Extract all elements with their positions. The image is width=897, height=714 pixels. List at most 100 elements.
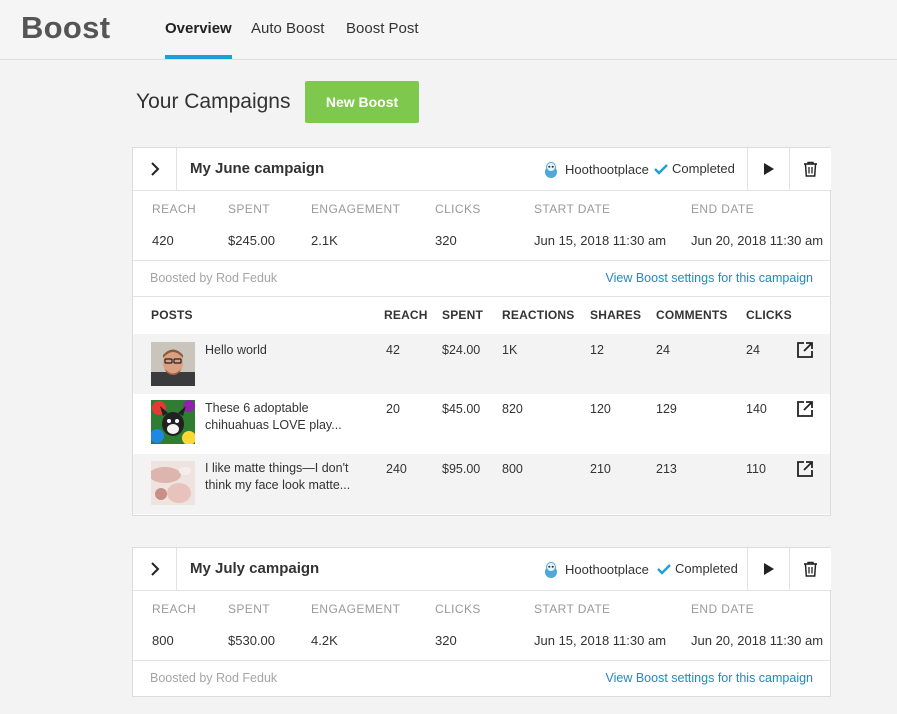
status-text: Completed	[675, 561, 738, 576]
stat-label-end-date: END DATE	[691, 202, 754, 216]
checkmark-icon	[657, 563, 671, 575]
boosted-by-text: Boosted by Rod Feduk	[150, 671, 278, 685]
stat-value-end-date: Jun 20, 2018 11:30 am	[691, 633, 824, 648]
post-text: These 6 adoptable chihuahuas LOVE play..…	[205, 401, 342, 432]
account-name: Hoothootplace	[565, 561, 649, 577]
post-reactions: 800	[502, 462, 523, 476]
campaign-header: My June campaign Hoothootplace Completed	[133, 148, 831, 191]
delete-campaign-button[interactable]	[789, 148, 831, 190]
campaign-footer: Boosted by Rod Feduk View Boost settings…	[133, 661, 830, 696]
post-image-chihuahua	[151, 400, 195, 444]
stat-label-spent: SPENT	[228, 202, 271, 216]
stat-value-end-date: Jun 20, 2018 11:30 am	[691, 233, 824, 248]
expand-campaign-button[interactable]	[133, 148, 177, 190]
stat-value-start-date: Jun 15, 2018 11:30 am	[534, 633, 667, 648]
stat-value-clicks: 320	[435, 233, 457, 248]
post-spent: $95.00	[442, 462, 481, 476]
external-link-icon[interactable]	[796, 400, 814, 418]
stat-value-spent: $530.00	[228, 633, 275, 648]
play-campaign-button[interactable]	[747, 148, 789, 190]
stat-value-reach: 800	[152, 633, 174, 648]
stat-label-clicks: CLICKS	[435, 602, 481, 616]
owl-avatar-icon	[545, 162, 557, 178]
stat-label-engagement: ENGAGEMENT	[311, 202, 401, 216]
post-shares: 12	[590, 343, 604, 357]
post-clicks: 24	[746, 343, 760, 357]
stat-value-engagement: 4.2K	[311, 633, 338, 648]
table-row: These 6 adoptable chihuahuas LOVE play..…	[133, 394, 830, 454]
campaign-account: Hoothootplace	[543, 560, 649, 578]
post-comments: 213	[656, 462, 677, 476]
post-thumbnail[interactable]	[151, 461, 195, 505]
post-thumbnail[interactable]	[151, 400, 195, 444]
external-link-icon[interactable]	[796, 460, 814, 478]
play-campaign-button[interactable]	[747, 548, 789, 590]
col-header-reactions: REACTIONS	[502, 308, 575, 322]
tab-auto-boost[interactable]: Auto Boost	[251, 20, 325, 37]
delete-campaign-button[interactable]	[789, 548, 831, 590]
post-reactions: 820	[502, 402, 523, 416]
table-row: Hello world 42 $24.00 1K 12 24 24	[133, 334, 830, 394]
campaign-stats: REACH SPENT ENGAGEMENT CLICKS START DATE…	[133, 591, 830, 661]
post-reach: 20	[386, 402, 400, 416]
new-boost-button[interactable]: New Boost	[305, 81, 419, 123]
post-image-matte	[151, 461, 195, 505]
post-image-portrait	[151, 342, 195, 386]
checkmark-icon	[654, 163, 668, 175]
stat-label-clicks: CLICKS	[435, 202, 481, 216]
top-navigation-bar: Boost Overview Auto Boost Boost Post	[0, 0, 897, 60]
col-header-comments: COMMENTS	[656, 308, 728, 322]
stat-label-start-date: START DATE	[534, 202, 611, 216]
stat-label-spent: SPENT	[228, 602, 271, 616]
col-header-shares: SHARES	[590, 308, 642, 322]
post-comments: 129	[656, 402, 677, 416]
tab-overview[interactable]: Overview	[165, 20, 232, 37]
page-title: Your Campaigns	[136, 90, 291, 113]
col-header-reach: REACH	[384, 308, 428, 322]
stat-value-clicks: 320	[435, 633, 457, 648]
stat-label-engagement: ENGAGEMENT	[311, 602, 401, 616]
status-badge: Completed	[657, 561, 738, 576]
stat-label-reach: REACH	[152, 202, 197, 216]
col-header-spent: SPENT	[442, 308, 484, 322]
view-boost-settings-link[interactable]: View Boost settings for this campaign	[605, 271, 813, 285]
stat-value-start-date: Jun 15, 2018 11:30 am	[534, 233, 667, 248]
app-title: Boost	[21, 10, 111, 45]
col-header-posts: POSTS	[151, 308, 193, 322]
campaign-header: My July campaign Hoothootplace Completed	[133, 548, 831, 591]
post-shares: 120	[590, 402, 611, 416]
campaign-name: My July campaign	[190, 560, 320, 577]
owl-avatar-icon	[545, 562, 557, 578]
view-boost-settings-link[interactable]: View Boost settings for this campaign	[605, 671, 813, 685]
boosted-by-text: Boosted by Rod Feduk	[150, 271, 278, 285]
posts-table: POSTS REACH SPENT REACTIONS SHARES COMME…	[133, 296, 830, 515]
status-text: Completed	[672, 161, 735, 176]
post-text: I like matte things—I don't think my fac…	[205, 461, 351, 492]
external-link-icon[interactable]	[796, 341, 814, 359]
active-tab-indicator	[165, 55, 232, 59]
stat-value-reach: 420	[152, 233, 174, 248]
post-comments: 24	[656, 343, 670, 357]
tab-boost-post[interactable]: Boost Post	[346, 20, 419, 37]
stat-value-spent: $245.00	[228, 233, 275, 248]
post-shares: 210	[590, 462, 611, 476]
campaign-account: Hoothootplace	[543, 160, 649, 178]
stat-label-start-date: START DATE	[534, 602, 611, 616]
trash-icon	[804, 161, 817, 177]
table-row: I like matte things—I don't think my fac…	[133, 454, 830, 514]
post-thumbnail[interactable]	[151, 342, 195, 386]
post-reactions: 1K	[502, 343, 518, 357]
posts-table-header: POSTS REACH SPENT REACTIONS SHARES COMME…	[133, 297, 830, 334]
campaign-footer: Boosted by Rod Feduk View Boost settings…	[133, 261, 830, 296]
expand-campaign-button[interactable]	[133, 548, 177, 590]
post-spent: $24.00	[442, 343, 481, 357]
chevron-right-icon	[150, 562, 159, 576]
post-reach: 42	[386, 343, 400, 357]
play-icon	[763, 563, 774, 575]
post-spent: $45.00	[442, 402, 481, 416]
campaign-stats: REACH SPENT ENGAGEMENT CLICKS START DATE…	[133, 191, 830, 261]
post-clicks: 110	[746, 462, 766, 476]
campaign-card-july: My July campaign Hoothootplace Completed	[132, 547, 831, 697]
stat-value-engagement: 2.1K	[311, 233, 338, 248]
trash-icon	[804, 561, 817, 577]
